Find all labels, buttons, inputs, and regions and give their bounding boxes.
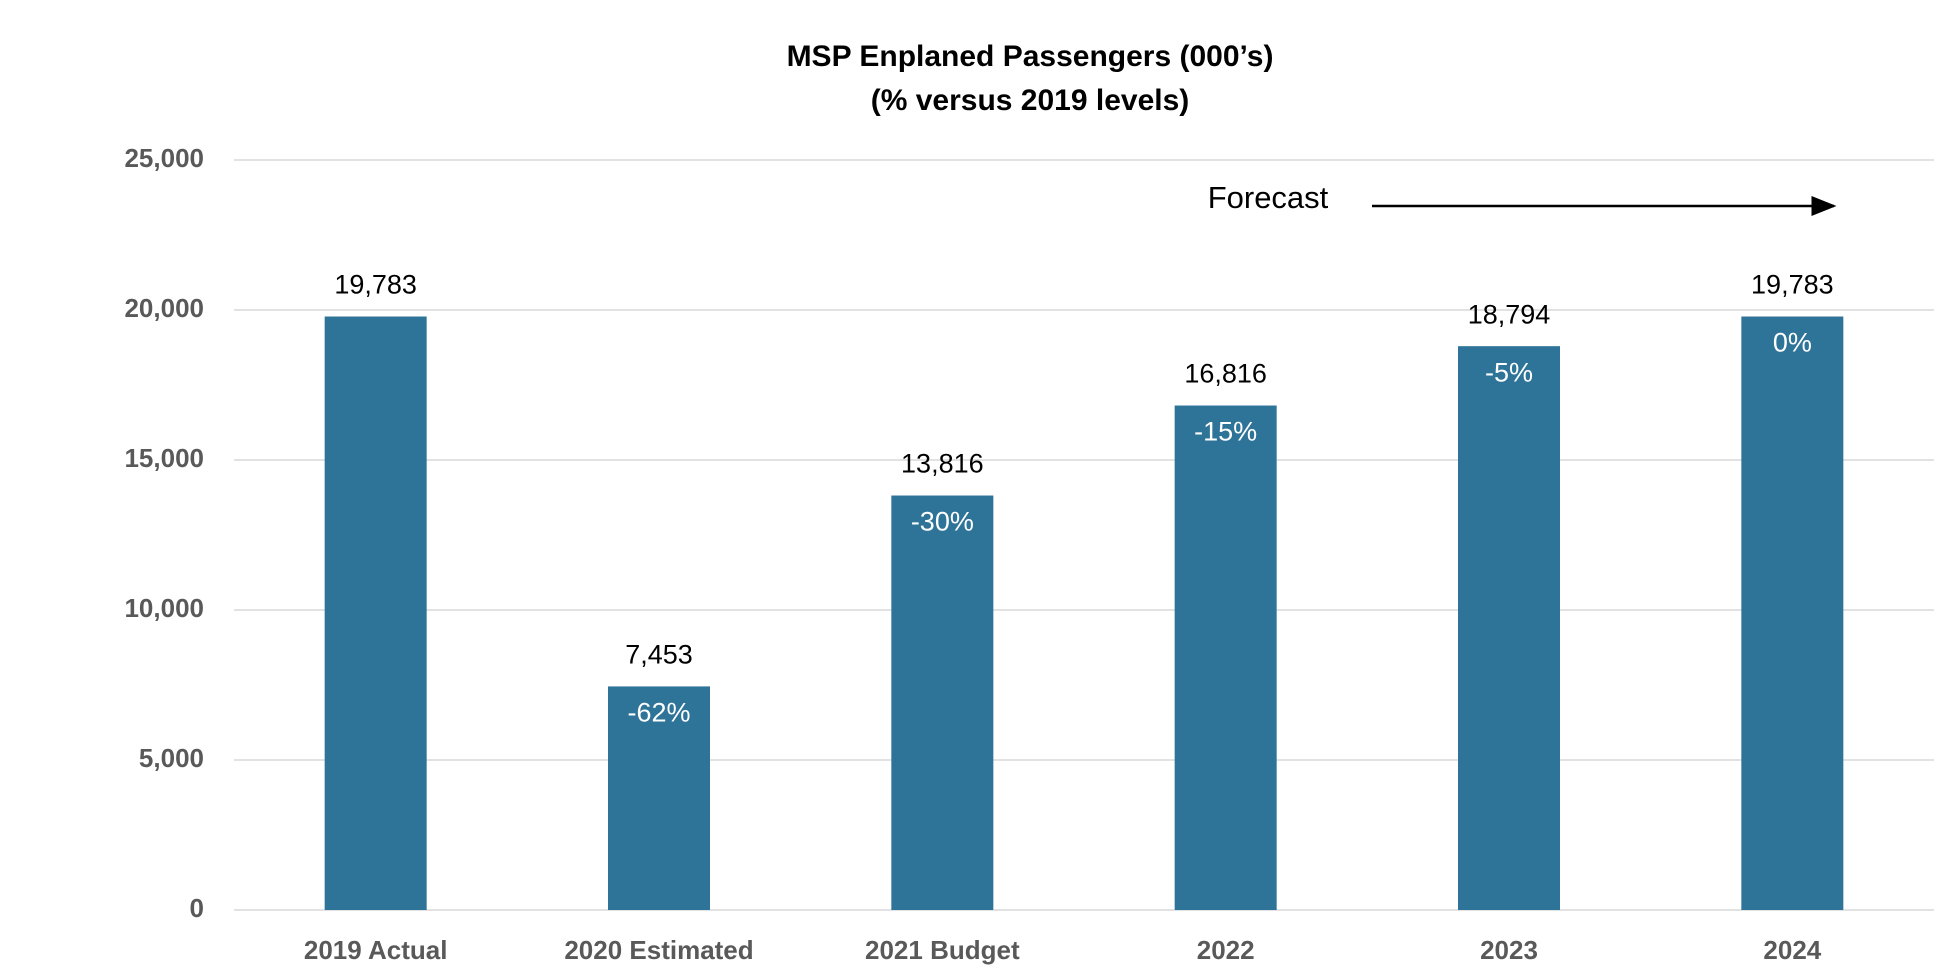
bar [891,495,994,910]
x-tick-label: 2021 Budget [865,935,1020,965]
bar [608,686,710,910]
x-tick-label: 2023 [1480,935,1538,965]
percent-label: 0% [1773,328,1812,358]
percent-label: -30% [911,507,974,537]
y-tick-label: 15,000 [124,443,204,473]
y-tick-label: 0 [190,893,204,923]
value-label: 19,783 [1751,270,1834,300]
y-tick-label: 10,000 [124,593,204,623]
chart-subtitle: (% versus 2019 levels) [871,84,1190,117]
percent-label: -62% [627,698,690,728]
value-label: 19,783 [334,270,417,300]
chart-title: MSP Enplaned Passengers (000’s) [787,40,1274,73]
x-tick-label: 2019 Actual [304,935,448,965]
value-label: 13,816 [901,449,984,479]
bar [324,316,427,910]
value-label: 7,453 [625,640,693,670]
forecast-label: Forecast [1208,180,1329,215]
y-tick-label: 5,000 [139,743,204,773]
bar [1174,405,1277,910]
y-tick-label: 25,000 [124,143,204,173]
x-tick-label: 2022 [1197,935,1255,965]
bar [1741,316,1844,910]
x-tick-label: 2024 [1763,935,1821,965]
value-label: 18,794 [1468,299,1551,329]
percent-label: -15% [1194,417,1257,447]
percent-label: -5% [1485,357,1533,387]
value-label: 16,816 [1184,359,1267,389]
bar [1458,346,1560,910]
x-tick-label: 2020 Estimated [564,935,753,965]
y-tick-label: 20,000 [124,293,204,323]
